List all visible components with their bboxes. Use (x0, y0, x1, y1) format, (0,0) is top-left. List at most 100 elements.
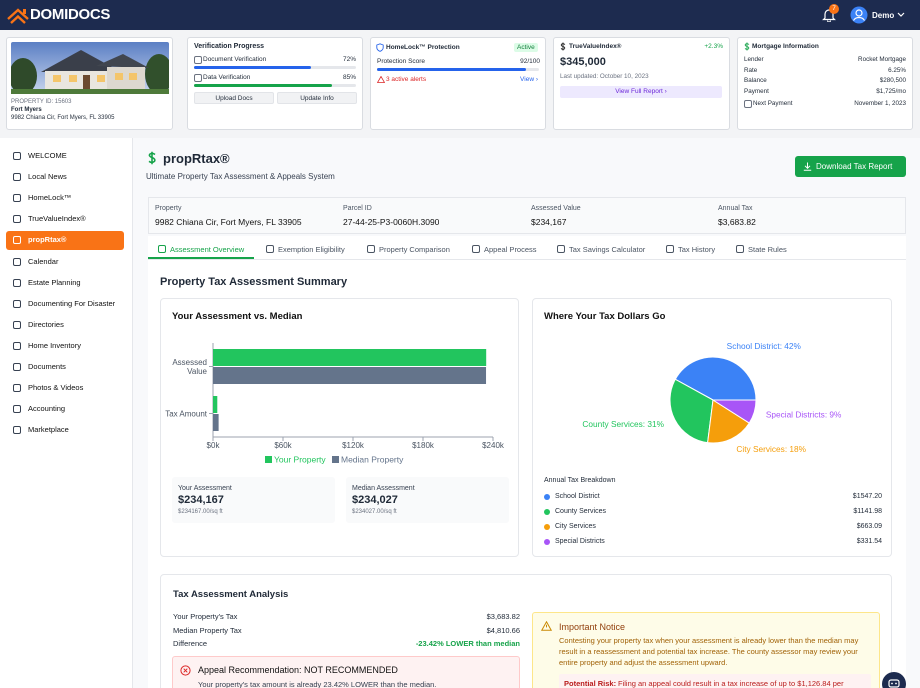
sidebar-icon[interactable] (12, 172, 22, 182)
analysis-title: Tax Assessment Analysis (173, 589, 289, 600)
sidebar-icon[interactable] (12, 235, 22, 245)
sidebar-item[interactable]: Directories (28, 319, 64, 329)
update-info-button[interactable]: Update Info (277, 92, 357, 104)
sidebar-item[interactable]: Local News (28, 172, 67, 182)
breakdown-dot (544, 494, 550, 500)
brand[interactable]: DOMIDOCS (30, 6, 111, 23)
dollar-icon (560, 42, 566, 51)
stat-sqft: $234027.00/sq ft (352, 509, 397, 515)
y-category-label: Assessed Value (172, 357, 207, 376)
upload-docs-button[interactable]: Upload Docs (194, 92, 274, 104)
tab[interactable]: State Rules (748, 245, 787, 254)
property-id: PROPERTY ID: 15603 (11, 99, 72, 105)
tab-icon[interactable] (265, 244, 275, 254)
pie-slice (674, 356, 757, 401)
breakdown-name: County Services (555, 508, 606, 515)
sidebar-icon[interactable] (12, 362, 22, 372)
view-report-button[interactable]: View Full Report › (560, 86, 722, 98)
icon-shape (13, 173, 21, 182)
sidebar-item[interactable]: Home Inventory (28, 340, 81, 350)
icon-shape (744, 100, 752, 108)
breakdown-amount: $1141.98 (853, 508, 882, 515)
sidebar-item[interactable]: Documents (28, 362, 66, 371)
analysis-label: Median Property Tax (173, 625, 242, 635)
mortgage-label: Payment (744, 88, 769, 95)
sidebar-item[interactable]: propRtax® (28, 235, 67, 245)
mortgage-card (737, 37, 913, 130)
sidebar-icon[interactable] (12, 257, 22, 267)
sidebar-icon[interactable] (12, 320, 22, 330)
sidebar-icon[interactable] (12, 341, 22, 351)
homelock-card (370, 37, 546, 130)
icon-shape (557, 245, 565, 253)
dollar-icon (148, 151, 156, 165)
tab-icon[interactable] (556, 244, 566, 254)
tab-icon[interactable] (665, 244, 675, 254)
info-value: $3,683.82 (718, 217, 756, 227)
info-label: Parcel ID (343, 205, 372, 212)
download-icon[interactable] (803, 162, 812, 171)
sidebar-icon[interactable] (12, 278, 22, 288)
analysis-value: $4,810.66 (486, 625, 520, 635)
tab-icon[interactable] (471, 244, 481, 254)
tab[interactable]: Assessment Overview (170, 245, 245, 254)
sidebar-icon[interactable] (12, 425, 22, 435)
alert-icon (377, 76, 385, 83)
mortgage-value: November 1, 2023 (854, 100, 906, 107)
sidebar-item[interactable]: TrueValueIndex® (28, 214, 86, 224)
tab-icon[interactable] (735, 244, 745, 254)
info-value: 9982 Chiana Cir, Fort Myers, FL 33905 (155, 217, 302, 227)
item-icon (194, 56, 202, 64)
tab[interactable]: Property Comparison (379, 245, 450, 254)
chat-button[interactable] (881, 671, 907, 688)
logo-icon (7, 8, 29, 24)
sidebar-item[interactable]: Calendar (28, 256, 59, 266)
download-button[interactable] (795, 156, 906, 177)
sidebar-item[interactable]: Marketplace (28, 425, 69, 435)
user-name[interactable]: Demo (872, 11, 895, 20)
sidebar-icon[interactable] (12, 193, 22, 203)
tab[interactable]: Exemption Eligibility (278, 245, 345, 254)
status-badge: Active (514, 43, 538, 52)
item-label: Document Verification (203, 56, 267, 63)
mortgage-value: 6.25% (888, 67, 906, 74)
x-tick-label: $120k (342, 441, 365, 450)
icon-shape (13, 278, 21, 287)
sidebar-icon[interactable] (12, 383, 22, 393)
breakdown-dot (544, 524, 550, 530)
verification-card (187, 37, 363, 130)
sidebar-item[interactable]: Accounting (28, 404, 66, 414)
page-title: propRtax® (163, 151, 230, 166)
sidebar-icon[interactable] (12, 404, 22, 414)
tab[interactable]: Tax Savings Calculator (569, 245, 646, 254)
icon-shape (13, 194, 21, 203)
view-link[interactable]: View › (520, 76, 538, 83)
tab[interactable]: Appeal Process (484, 245, 537, 254)
pie-slice (711, 399, 757, 424)
sidebar-item[interactable]: Estate Planning (28, 277, 81, 287)
sidebar-icon[interactable] (12, 151, 22, 161)
tab-icon[interactable] (366, 244, 376, 254)
download-label[interactable]: Download Tax Report (816, 162, 893, 171)
sidebar-item[interactable]: WELCOME (28, 151, 67, 160)
sidebar-active[interactable] (6, 230, 124, 250)
sidebar (0, 138, 133, 688)
x-tick-label: $0k (207, 441, 221, 450)
tab-icon[interactable] (157, 244, 167, 254)
mortgage-label: Rate (744, 67, 758, 74)
analysis-value: -23.42% LOWER than median (415, 639, 520, 648)
caret[interactable] (897, 12, 905, 18)
tab[interactable]: Tax History (678, 245, 716, 254)
bar (213, 349, 487, 366)
breakdown-name: Special Districts (555, 538, 605, 545)
avatar[interactable] (850, 6, 868, 24)
sidebar-icon[interactable] (12, 214, 22, 224)
notice-text: Contesting your property tax when your a… (559, 636, 859, 667)
sidebar-icon[interactable] (12, 299, 22, 309)
stat-sqft: $234167.00/sq ft (178, 509, 223, 515)
sidebar-item[interactable]: Documenting For Disaster (28, 298, 116, 308)
sidebar-item[interactable]: HomeLock™ (28, 193, 72, 203)
stat-value: $234,027 (352, 494, 398, 506)
property-address: 9982 Chiana Cir, Fort Myers, FL 33905 (11, 115, 115, 121)
sidebar-item[interactable]: Photos & Videos (28, 383, 84, 393)
